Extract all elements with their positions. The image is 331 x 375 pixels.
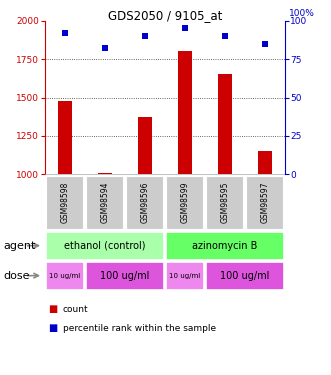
Text: GSM98596: GSM98596 <box>140 182 149 223</box>
Bar <box>166 176 204 229</box>
Bar <box>258 151 272 174</box>
Text: GSM98594: GSM98594 <box>100 182 109 223</box>
Text: ■: ■ <box>48 304 57 314</box>
Bar <box>46 232 164 259</box>
Bar <box>178 51 192 174</box>
Bar <box>166 262 204 289</box>
Text: percentile rank within the sample: percentile rank within the sample <box>63 324 216 333</box>
Text: azinomycin B: azinomycin B <box>192 241 258 250</box>
Text: GDS2050 / 9105_at: GDS2050 / 9105_at <box>108 9 223 22</box>
Text: 100 ug/ml: 100 ug/ml <box>100 271 149 280</box>
Text: ethanol (control): ethanol (control) <box>64 241 145 250</box>
Text: agent: agent <box>3 241 36 250</box>
Text: GSM98598: GSM98598 <box>60 182 69 223</box>
Text: ■: ■ <box>48 323 57 333</box>
Bar <box>218 74 232 174</box>
Bar <box>126 176 164 229</box>
Bar <box>246 176 283 229</box>
Bar <box>46 262 83 289</box>
Bar <box>98 173 112 174</box>
Text: dose: dose <box>3 271 30 280</box>
Text: count: count <box>63 305 88 314</box>
Text: 10 ug/ml: 10 ug/ml <box>49 273 80 279</box>
Bar <box>58 100 72 174</box>
Bar <box>166 232 283 259</box>
Text: GSM98597: GSM98597 <box>260 182 269 223</box>
Text: 100%: 100% <box>289 9 315 18</box>
Text: GSM98599: GSM98599 <box>180 182 189 223</box>
Bar <box>46 176 83 229</box>
Text: GSM98595: GSM98595 <box>220 182 229 223</box>
Bar <box>86 262 164 289</box>
Bar <box>86 176 123 229</box>
Bar <box>206 176 244 229</box>
Text: 100 ug/ml: 100 ug/ml <box>220 271 269 280</box>
Bar <box>206 262 283 289</box>
Text: 10 ug/ml: 10 ug/ml <box>169 273 200 279</box>
Bar <box>138 117 152 174</box>
